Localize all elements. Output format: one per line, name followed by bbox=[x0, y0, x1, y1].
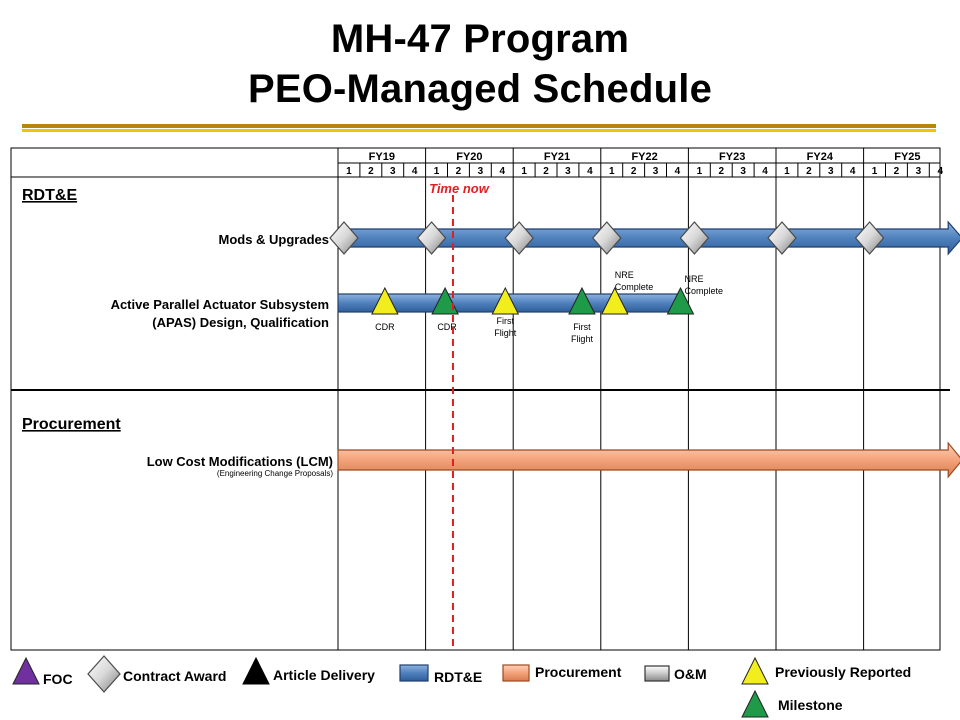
legend-article-delivery-label: Article Delivery bbox=[273, 667, 375, 683]
contract-award-diamond bbox=[854, 221, 885, 255]
row-label-apas-line2: (APAS) Design, Qualification bbox=[152, 315, 329, 330]
row-label-apas-line1: Active Parallel Actuator Subsystem bbox=[111, 297, 329, 312]
legend-procurement-box bbox=[502, 664, 530, 682]
quarter-label: 3 bbox=[478, 166, 484, 177]
milestone-label-line1: First bbox=[573, 322, 591, 332]
legend-om-box bbox=[644, 665, 670, 682]
quarter-label: 4 bbox=[675, 166, 681, 177]
legend-previously-reported-triangle bbox=[741, 656, 769, 685]
contract-award-diamond bbox=[679, 221, 710, 255]
legend-procurement-label: Procurement bbox=[535, 664, 622, 680]
quarter-label: 2 bbox=[718, 166, 724, 177]
legend-rdte-label: RDT&E bbox=[434, 669, 482, 685]
milestone-label-line2: Complete bbox=[615, 282, 654, 292]
legend-foc-label: FOC bbox=[43, 671, 73, 687]
milestone-label: CDR bbox=[375, 322, 395, 332]
quarter-label: 3 bbox=[653, 166, 659, 177]
quarter-label: 3 bbox=[565, 166, 571, 177]
quarter-label: 1 bbox=[872, 166, 878, 177]
legend-milestone-label: Milestone bbox=[778, 697, 843, 713]
milestone-label-line2: Flight bbox=[571, 334, 594, 344]
quarter-label: 3 bbox=[828, 166, 834, 177]
quarter-label: 1 bbox=[434, 166, 440, 177]
row-label-lcm: Low Cost Modifications (LCM) bbox=[147, 454, 333, 469]
quarter-label: 4 bbox=[762, 166, 768, 177]
section-label: RDT&E bbox=[22, 187, 77, 204]
milestone-label-line2: Flight bbox=[494, 328, 517, 338]
time-now-label: Time now bbox=[429, 181, 490, 196]
fy-label: FY25 bbox=[894, 151, 920, 163]
milestone-label-line1: First bbox=[497, 316, 515, 326]
quarter-label: 2 bbox=[368, 166, 374, 177]
page-title-line2: PEO-Managed Schedule bbox=[247, 67, 713, 111]
contract-award-diamond bbox=[416, 221, 447, 255]
legend-previously-reported-label: Previously Reported bbox=[775, 664, 911, 680]
row-label-mods-upgrades: Mods & Upgrades bbox=[218, 232, 329, 247]
milestone-label-line2: Complete bbox=[685, 286, 724, 296]
legend-article-delivery-triangle bbox=[242, 656, 270, 685]
fy-label: FY24 bbox=[807, 151, 834, 163]
previously-reported-triangle bbox=[371, 286, 399, 315]
fy-label: FY20 bbox=[456, 151, 482, 163]
quarter-label: 3 bbox=[390, 166, 396, 177]
quarter-label: 2 bbox=[456, 166, 462, 177]
quarter-label: 1 bbox=[697, 166, 703, 177]
section-label: Procurement bbox=[22, 416, 121, 433]
legend-contract-award-label: Contract Award bbox=[123, 668, 226, 684]
quarter-label: 1 bbox=[609, 166, 615, 177]
title-rule-gold bbox=[22, 129, 936, 132]
page-title-line1: MH-47 Program bbox=[330, 17, 630, 61]
legend-milestone-triangle bbox=[741, 689, 769, 718]
contract-award-diamond bbox=[504, 221, 534, 255]
row-sublabel-lcm: (Engineering Change Proposals) bbox=[217, 469, 333, 478]
legend-foc-triangle bbox=[12, 656, 40, 685]
fy-label: FY19 bbox=[369, 151, 395, 163]
contract-award-diamond bbox=[767, 221, 797, 255]
milestone-triangle bbox=[431, 286, 459, 315]
quarter-label: 2 bbox=[806, 166, 812, 177]
fy-label: FY21 bbox=[544, 151, 570, 163]
bar-lcm bbox=[337, 441, 960, 479]
milestone-triangle bbox=[568, 286, 596, 315]
quarter-label: 1 bbox=[346, 166, 352, 177]
bar-mods-upgrades bbox=[337, 220, 960, 256]
milestone-label-line1: NRE bbox=[615, 270, 634, 280]
quarter-label: 4 bbox=[499, 166, 505, 177]
quarter-label: 4 bbox=[587, 166, 593, 177]
quarter-label: 3 bbox=[740, 166, 746, 177]
previously-reported-triangle bbox=[600, 286, 629, 315]
quarter-label: 2 bbox=[543, 166, 549, 177]
quarter-label: 2 bbox=[894, 166, 900, 177]
previously-reported-triangle bbox=[491, 286, 520, 315]
quarter-label: 4 bbox=[937, 166, 943, 177]
milestone-label-line1: NRE bbox=[685, 274, 704, 284]
fy-label: FY22 bbox=[631, 151, 657, 163]
quarter-label: 2 bbox=[631, 166, 637, 177]
legend-contract-award-diamond bbox=[87, 655, 121, 693]
quarter-label: 1 bbox=[521, 166, 527, 177]
milestone-label: CDR bbox=[437, 322, 457, 332]
milestone-triangle bbox=[666, 286, 695, 315]
legend-rdte-box bbox=[399, 664, 429, 682]
quarter-label: 4 bbox=[850, 166, 856, 177]
chart-frame bbox=[10, 147, 941, 651]
title-rule-dark bbox=[22, 124, 936, 128]
fy-label: FY23 bbox=[719, 151, 745, 163]
legend-om-label: O&M bbox=[674, 666, 707, 682]
quarter-label: 4 bbox=[412, 166, 418, 177]
quarter-label: 1 bbox=[784, 166, 790, 177]
contract-award-diamond bbox=[329, 221, 359, 255]
contract-award-diamond bbox=[592, 221, 622, 255]
quarter-label: 3 bbox=[916, 166, 922, 177]
